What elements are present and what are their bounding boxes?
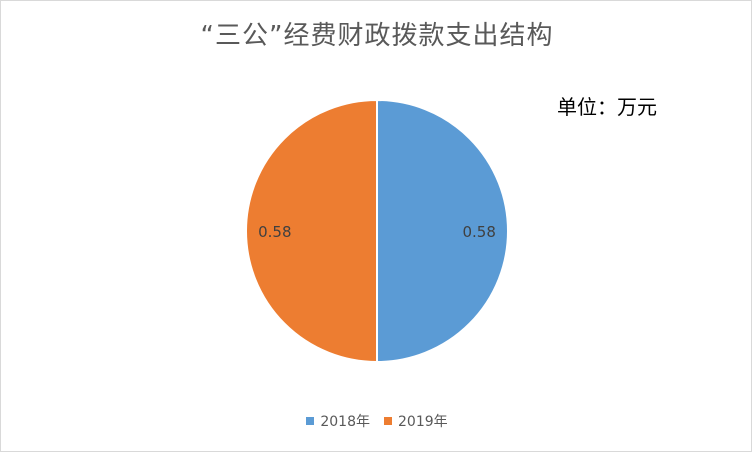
legend-swatch-2018 <box>306 417 315 425</box>
legend-item-2018: 2018年 <box>306 411 370 431</box>
data-label-2019: 0.58 <box>258 223 291 241</box>
legend-item-2019: 2019年 <box>384 411 448 431</box>
pie-slice-2018 <box>376 98 509 364</box>
unit-note: 单位：万元 <box>557 95 657 119</box>
legend: 2018年 2019年 <box>1 411 752 431</box>
legend-swatch-2019 <box>384 417 392 425</box>
chart-title: “三公”经费财政拨款支出结构 <box>200 21 554 51</box>
data-label-2018: 0.58 <box>462 223 495 241</box>
pie-slice-2019 <box>245 98 378 364</box>
legend-label-2018: 2018年 <box>320 414 370 430</box>
legend-label-2019: 2019年 <box>398 414 448 430</box>
